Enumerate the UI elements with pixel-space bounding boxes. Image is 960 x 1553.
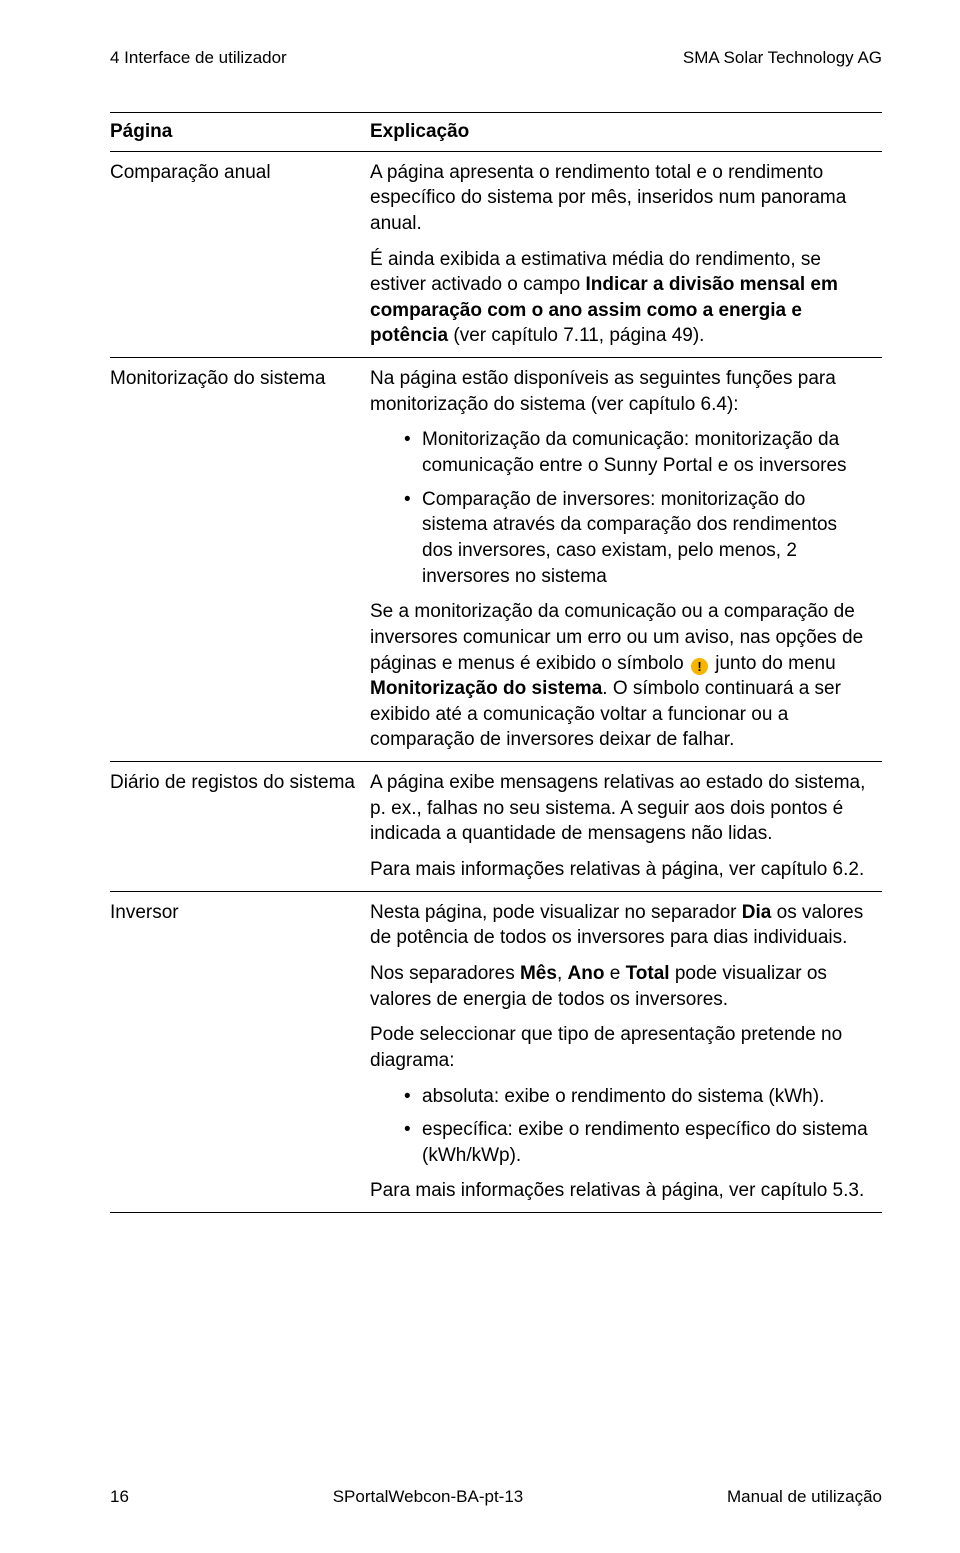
term-comparacao-anual: Comparação anual — [110, 151, 370, 357]
col-header-explanation: Explicação — [370, 113, 882, 152]
running-header: 4 Interface de utilizador SMA Solar Tech… — [110, 48, 882, 68]
paragraph: É ainda exibida a estimativa média do re… — [370, 247, 872, 350]
paragraph: A página exibe mensagens relativas ao es… — [370, 770, 872, 847]
paragraph: Se a monitorização da comunicação ou a c… — [370, 599, 872, 753]
bullet-list: Monitorização da comunicação: monitoriza… — [370, 427, 872, 589]
header-right: SMA Solar Technology AG — [683, 48, 882, 68]
definitions-table: Página Explicação Comparação anual A pág… — [110, 112, 882, 1213]
bold-text: Mês — [520, 963, 557, 984]
footer-right: Manual de utilização — [727, 1487, 882, 1507]
term-diario: Diário de registos do sistema — [110, 762, 370, 892]
term-inversor: Inversor — [110, 891, 370, 1212]
bullet-list: absoluta: exibe o rendimento do sistema … — [370, 1084, 872, 1169]
term-monitorizacao: Monitorização do sistema — [110, 358, 370, 762]
table-header-row: Página Explicação — [110, 113, 882, 152]
list-item: Monitorização da comunicação: monitoriza… — [404, 427, 872, 478]
bold-text: Dia — [742, 902, 772, 923]
footer-page-number: 16 — [110, 1487, 129, 1507]
text: Nesta página, pode visualizar no separad… — [370, 902, 742, 923]
text: (ver capítulo 7.11, página 49). — [448, 325, 704, 346]
expl-inversor: Nesta página, pode visualizar no separad… — [370, 891, 882, 1212]
expl-diario: A página exibe mensagens relativas ao es… — [370, 762, 882, 892]
table-row: Inversor Nesta página, pode visualizar n… — [110, 891, 882, 1212]
bold-text: Ano — [568, 963, 605, 984]
table-row: Diário de registos do sistema A página e… — [110, 762, 882, 892]
text: Nos separadores — [370, 963, 520, 984]
paragraph: A página apresenta o rendimento total e … — [370, 160, 872, 237]
paragraph: Na página estão disponíveis as seguintes… — [370, 366, 872, 417]
paragraph: Nesta página, pode visualizar no separad… — [370, 900, 872, 951]
table-row: Comparação anual A página apresenta o re… — [110, 151, 882, 357]
paragraph: Para mais informações relativas à página… — [370, 857, 872, 883]
paragraph: Para mais informações relativas à página… — [370, 1178, 872, 1204]
bold-text: Monitorização do sistema — [370, 678, 602, 699]
document-page: 4 Interface de utilizador SMA Solar Tech… — [0, 0, 960, 1553]
table-row: Monitorização do sistema Na página estão… — [110, 358, 882, 762]
text: , — [557, 963, 568, 984]
warning-icon: ! — [691, 658, 708, 675]
footer-doc-id: SPortalWebcon-BA-pt-13 — [333, 1487, 524, 1507]
list-item: Comparação de inversores: monitorização … — [404, 487, 872, 590]
list-item: absoluta: exibe o rendimento do sistema … — [404, 1084, 872, 1110]
expl-comparacao-anual: A página apresenta o rendimento total e … — [370, 151, 882, 357]
paragraph: Pode seleccionar que tipo de apresentaçã… — [370, 1022, 872, 1073]
paragraph: Nos separadores Mês, Ano e Total pode vi… — [370, 961, 872, 1012]
header-left: 4 Interface de utilizador — [110, 48, 287, 68]
text: e — [604, 963, 625, 984]
col-header-page: Página — [110, 113, 370, 152]
bold-text: Total — [626, 963, 670, 984]
list-item: específica: exibe o rendimento específic… — [404, 1117, 872, 1168]
text: junto do menu — [710, 653, 836, 674]
expl-monitorizacao: Na página estão disponíveis as seguintes… — [370, 358, 882, 762]
page-footer: 16 SPortalWebcon-BA-pt-13 Manual de util… — [110, 1487, 882, 1507]
